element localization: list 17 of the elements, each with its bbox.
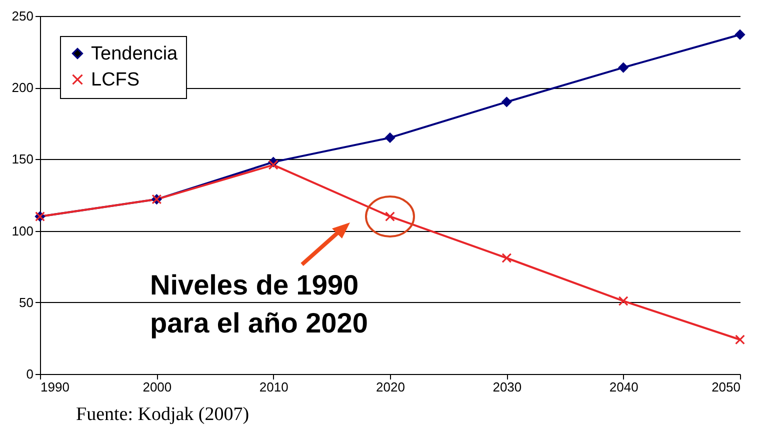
annotation: Niveles de 1990 para el año 2020 [150,269,368,338]
y-tick-label: 0 [26,366,34,382]
legend-label: Tendencia [91,44,178,64]
y-tick-label: 100 [12,223,34,238]
x-tick-label: 2000 [142,380,172,394]
x-tick-label: 2020 [376,380,405,394]
y-tick-label: 250 [12,8,34,24]
x-tick-label: 1990 [40,380,70,394]
x-tick-label: 2040 [609,380,638,394]
x-tick-label: 2010 [259,380,288,394]
y-tick-label: 50 [19,294,34,310]
source-note: Fuente: Kodjak (2007) [76,404,250,426]
x-tick-label: 2030 [492,380,522,394]
y-tick-label: 150 [12,152,34,167]
legend-label: LCFS [91,70,140,90]
y-tick-label: 200 [12,80,34,96]
x-tick-label: 2050 [712,380,740,394]
